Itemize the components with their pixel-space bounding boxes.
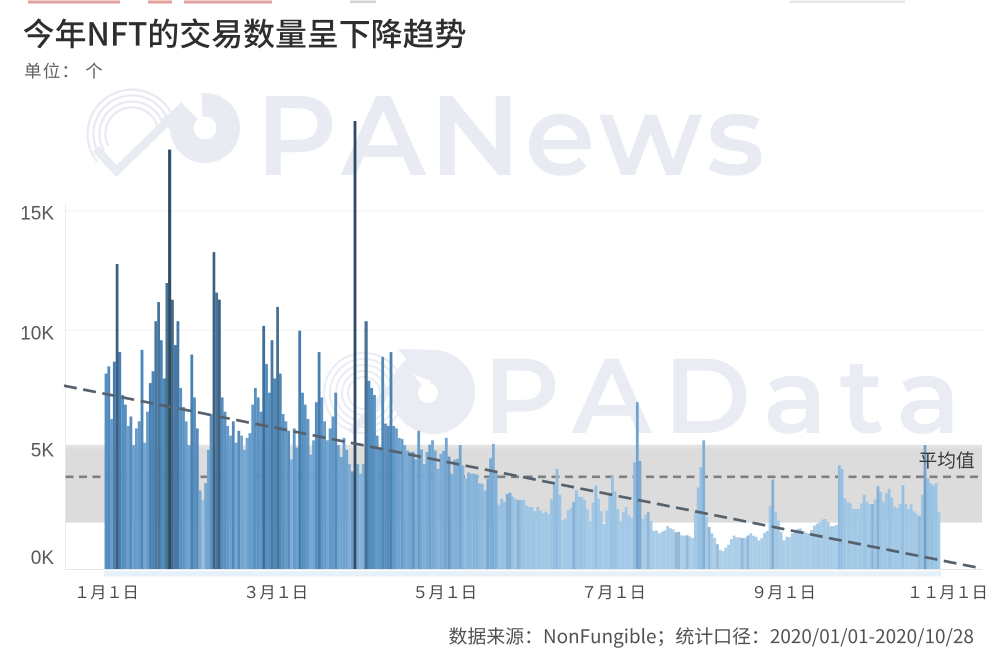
svg-text:5K: 5K — [31, 441, 55, 462]
svg-text:0K: 0K — [31, 548, 55, 569]
svg-text:15K: 15K — [20, 204, 54, 225]
svg-text:10K: 10K — [20, 323, 54, 344]
